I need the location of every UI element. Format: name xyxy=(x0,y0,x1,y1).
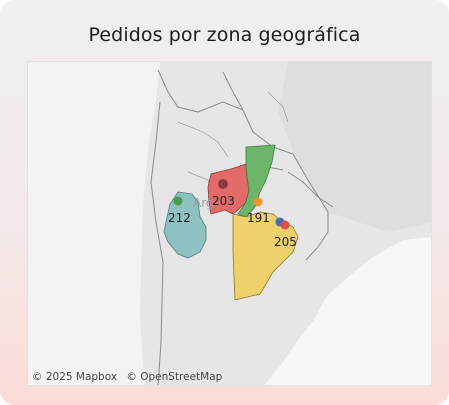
label-region-central-north: 203 xyxy=(212,194,235,208)
atlantic-ocean xyxy=(264,237,431,385)
neighbor-country xyxy=(278,62,431,232)
label-region-buenos-aires: 205 xyxy=(274,235,297,249)
point-region-cuyo[interactable] xyxy=(173,196,183,206)
label-region-cuyo: 212 xyxy=(168,211,191,225)
country-label: Arg xyxy=(193,196,214,210)
region-buenos-aires[interactable] xyxy=(232,211,299,301)
pacific-ocean xyxy=(28,62,160,385)
map-canvas: Arg 203 191 212 205 xyxy=(28,62,431,385)
point-region-northeast[interactable] xyxy=(253,197,263,207)
region-cuyo[interactable] xyxy=(163,191,207,259)
label-region-northeast: 191 xyxy=(247,211,270,225)
map-attribution: © 2025 Mapbox © OpenStreetMap xyxy=(32,371,228,383)
point-region-buenos-aires[interactable] xyxy=(280,220,290,230)
mapbox-attribution[interactable]: © 2025 Mapbox xyxy=(32,371,118,383)
point-region-central-north[interactable] xyxy=(218,179,228,189)
map-view[interactable]: Arg 203 191 212 205 © 2025 Mapbox © Open… xyxy=(27,61,432,386)
chart-title: Pedidos por zona geográfica xyxy=(88,24,361,46)
osm-attribution[interactable]: © OpenStreetMap xyxy=(126,371,223,383)
